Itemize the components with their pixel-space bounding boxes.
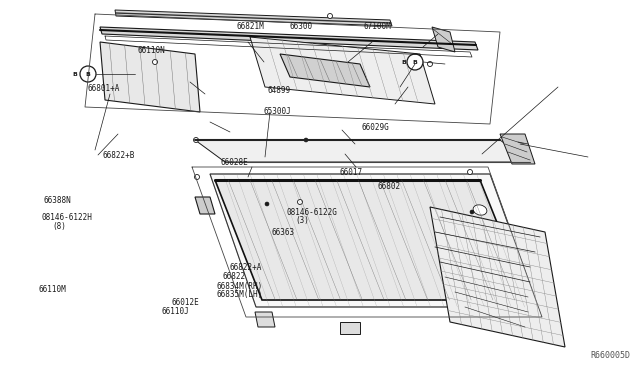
Text: 66363: 66363 [272,228,295,237]
Circle shape [470,210,474,214]
Circle shape [193,138,198,142]
Text: 66300: 66300 [290,22,313,31]
Text: B: B [72,71,77,77]
Polygon shape [250,37,435,104]
Text: 66835M(LH): 66835M(LH) [216,290,262,299]
Text: 64899: 64899 [268,86,291,94]
Polygon shape [215,180,528,300]
Text: 66110N: 66110N [138,46,165,55]
Polygon shape [195,197,215,214]
Polygon shape [340,322,360,334]
Polygon shape [115,10,392,26]
Polygon shape [100,42,200,112]
Polygon shape [432,27,455,52]
Text: (3): (3) [296,216,310,225]
Text: 66012E: 66012E [172,298,199,307]
Text: 66110J: 66110J [161,307,189,316]
Text: 66017: 66017 [339,169,362,177]
Polygon shape [430,207,565,347]
Text: R660005D: R660005D [590,351,630,360]
Text: 66822: 66822 [223,272,246,280]
Text: 66822+A: 66822+A [229,263,262,272]
Circle shape [152,60,157,64]
Circle shape [195,174,200,180]
Text: 66801+A: 66801+A [88,84,120,93]
Text: 66029G: 66029G [362,123,389,132]
Circle shape [80,66,96,82]
Text: 66822+B: 66822+B [102,151,134,160]
Text: 08146-6122H: 08146-6122H [42,213,92,222]
Text: 65300J: 65300J [264,107,291,116]
Text: 66821M: 66821M [237,22,264,31]
Circle shape [265,202,269,206]
Ellipse shape [473,205,487,215]
Polygon shape [195,140,530,162]
Circle shape [304,138,308,142]
Text: 66388N: 66388N [44,196,71,205]
Text: 66802: 66802 [378,182,401,191]
Circle shape [467,170,472,174]
Polygon shape [100,27,478,50]
Polygon shape [255,312,275,327]
Circle shape [328,13,333,19]
Text: B: B [401,60,406,64]
Text: 67100M: 67100M [364,22,391,31]
Text: 66028E: 66028E [221,158,248,167]
Text: B: B [413,60,417,64]
Polygon shape [500,134,535,164]
Circle shape [298,199,303,205]
Text: 66110M: 66110M [38,285,66,294]
Text: B: B [86,71,90,77]
Circle shape [428,61,433,67]
Text: (8): (8) [52,222,67,231]
Polygon shape [210,174,538,307]
Text: 66834M(RH): 66834M(RH) [216,282,262,291]
Polygon shape [280,54,370,87]
Text: 08146-6122G: 08146-6122G [287,208,337,217]
Circle shape [407,54,423,70]
